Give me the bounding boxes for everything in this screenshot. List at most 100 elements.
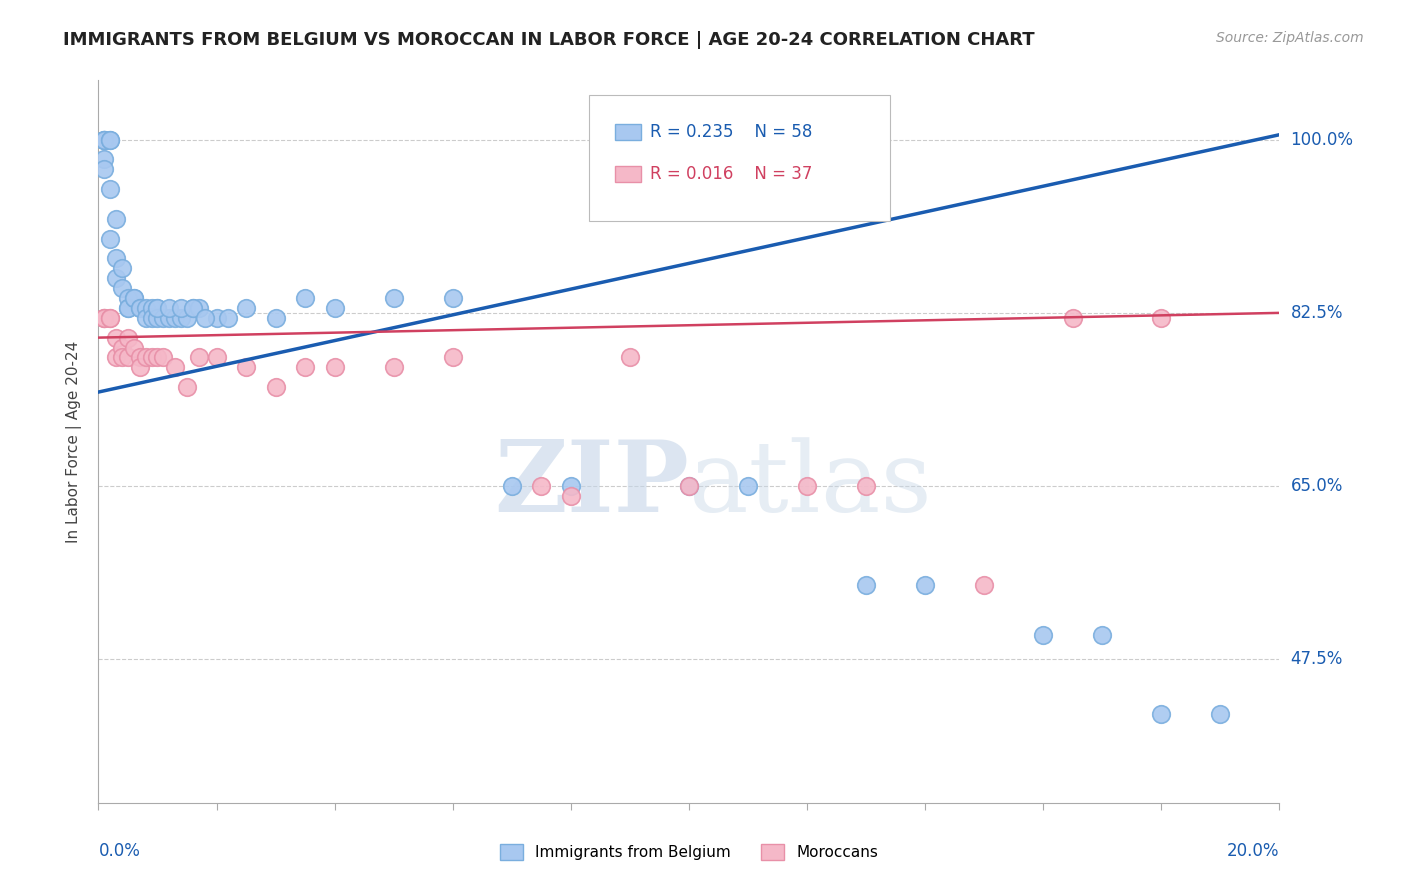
Point — [914, 578, 936, 592]
Point — [323, 360, 346, 375]
Text: 82.5%: 82.5% — [1291, 304, 1343, 322]
Point — [1091, 627, 1114, 641]
Point — [117, 330, 139, 344]
Point — [105, 211, 128, 226]
Text: Source: ZipAtlas.com: Source: ZipAtlas.com — [1216, 31, 1364, 45]
Point — [111, 351, 134, 365]
Point — [205, 351, 228, 365]
Point — [93, 310, 115, 325]
Point — [187, 351, 209, 365]
Point — [146, 301, 169, 315]
Point — [105, 252, 128, 266]
Point — [294, 360, 316, 375]
Point — [441, 351, 464, 365]
Point — [181, 301, 204, 315]
Point — [855, 578, 877, 592]
Point — [1150, 310, 1173, 325]
Point — [105, 330, 128, 344]
Point — [294, 291, 316, 305]
FancyBboxPatch shape — [614, 166, 641, 182]
Point — [111, 261, 134, 276]
Point — [165, 310, 187, 325]
Text: IMMIGRANTS FROM BELGIUM VS MOROCCAN IN LABOR FORCE | AGE 20-24 CORRELATION CHART: IMMIGRANTS FROM BELGIUM VS MOROCCAN IN L… — [63, 31, 1035, 49]
Point — [194, 310, 217, 325]
Point — [1062, 310, 1084, 325]
Point — [796, 479, 818, 493]
Point — [93, 133, 115, 147]
Point — [117, 301, 139, 315]
Y-axis label: In Labor Force | Age 20-24: In Labor Force | Age 20-24 — [66, 341, 83, 542]
Point — [152, 310, 174, 325]
Point — [146, 301, 169, 315]
Point — [111, 341, 134, 355]
Point — [146, 310, 169, 325]
Point — [264, 380, 287, 394]
Point — [146, 351, 169, 365]
Point — [157, 310, 180, 325]
Point — [98, 232, 121, 246]
Text: 20.0%: 20.0% — [1227, 842, 1279, 860]
Point — [93, 133, 115, 147]
Point — [111, 281, 134, 295]
Point — [181, 301, 204, 315]
Point — [678, 479, 700, 493]
Point — [1032, 627, 1054, 641]
Text: 47.5%: 47.5% — [1291, 650, 1343, 668]
Point — [93, 153, 115, 167]
FancyBboxPatch shape — [614, 124, 641, 140]
Point — [176, 380, 198, 394]
Point — [105, 351, 128, 365]
Text: 65.0%: 65.0% — [1291, 477, 1343, 495]
Point — [187, 301, 209, 315]
Text: R = 0.235    N = 58: R = 0.235 N = 58 — [650, 123, 813, 141]
Point — [98, 182, 121, 196]
Point — [678, 479, 700, 493]
Point — [235, 360, 257, 375]
Point — [98, 133, 121, 147]
Point — [235, 301, 257, 315]
Point — [170, 301, 193, 315]
Point — [152, 351, 174, 365]
Legend: Immigrants from Belgium, Moroccans: Immigrants from Belgium, Moroccans — [499, 844, 879, 860]
Text: ZIP: ZIP — [494, 436, 689, 533]
Point — [93, 133, 115, 147]
Point — [128, 301, 150, 315]
Point — [619, 351, 641, 365]
Point — [98, 310, 121, 325]
Point — [855, 479, 877, 493]
Text: R = 0.016    N = 37: R = 0.016 N = 37 — [650, 165, 813, 183]
Point — [122, 341, 145, 355]
Point — [176, 310, 198, 325]
Point — [217, 310, 239, 325]
Point — [560, 479, 582, 493]
Point — [93, 310, 115, 325]
Point — [128, 351, 150, 365]
Point — [501, 479, 523, 493]
Point — [122, 291, 145, 305]
Point — [117, 291, 139, 305]
Point — [117, 351, 139, 365]
Point — [93, 133, 115, 147]
Point — [441, 291, 464, 305]
Point — [382, 291, 405, 305]
Point — [973, 578, 995, 592]
Point — [530, 479, 553, 493]
Point — [93, 310, 115, 325]
Point — [98, 310, 121, 325]
Point — [135, 310, 157, 325]
FancyBboxPatch shape — [589, 95, 890, 221]
Point — [122, 291, 145, 305]
Text: 0.0%: 0.0% — [98, 842, 141, 860]
Point — [93, 162, 115, 177]
Point — [157, 301, 180, 315]
Point — [170, 310, 193, 325]
Point — [560, 489, 582, 503]
Point — [141, 301, 163, 315]
Point — [105, 271, 128, 285]
Point — [141, 351, 163, 365]
Point — [128, 301, 150, 315]
Point — [117, 301, 139, 315]
Point — [98, 133, 121, 147]
Point — [1209, 706, 1232, 721]
Point — [135, 301, 157, 315]
